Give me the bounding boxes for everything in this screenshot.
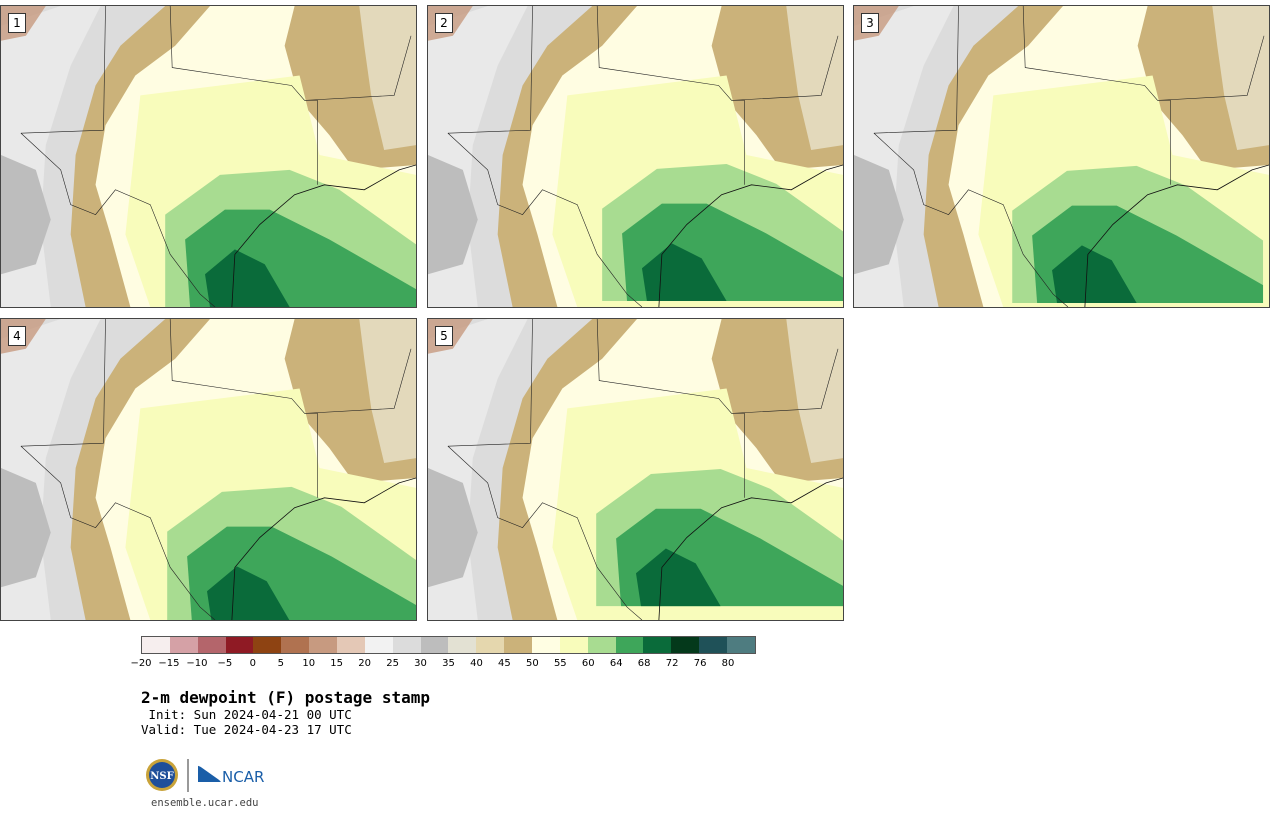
colorbar-tick-label: 5 (277, 658, 284, 669)
colorbar-tick-label: 80 (721, 658, 735, 669)
svg-text:NCAR: NCAR (222, 768, 264, 786)
panel-number: 5 (435, 326, 453, 346)
stamp-panel-1: 1 (0, 5, 417, 308)
colorbar-tick-label: −10 (186, 658, 208, 669)
colorbar-swatch (197, 637, 226, 653)
stamp-panel-3: 3 (853, 5, 1270, 308)
colorbar-swatch (169, 637, 198, 653)
nsf-logo: NSF (146, 759, 178, 791)
colorbar-swatch (671, 637, 700, 653)
colorbar-swatch (225, 637, 254, 653)
map-title: 2-m dewpoint (F) postage stamp (141, 688, 430, 707)
dewpoint-map (1, 6, 416, 307)
colorbar-swatch (476, 637, 505, 653)
colorbar-tick-label: 20 (358, 658, 371, 669)
colorbar-swatch (253, 637, 282, 653)
colorbar-swatch (532, 637, 560, 653)
colorbar-swatch (448, 637, 477, 653)
colorbar-swatch (364, 637, 393, 653)
colorbar-swatch (727, 637, 755, 653)
colorbar-tick-label: 40 (470, 658, 483, 669)
colorbar-swatch (643, 637, 672, 653)
colorbar-tick-label: 60 (581, 658, 595, 669)
stamp-panel-2: 2 (427, 5, 844, 308)
colorbar-tick-label: 64 (609, 658, 623, 669)
panel-number: 4 (8, 326, 26, 346)
colorbar-ticks: −20 −15 −10 −5 0 5 10 15 20 25 30 35 40 45 50 55 60 64 68 7… (130, 656, 756, 672)
svg-text:NSF: NSF (150, 771, 173, 782)
colorbar-tick-label: 0 (249, 658, 256, 669)
panel-number: 1 (8, 13, 26, 33)
stamp-panel-4: 4 (0, 318, 417, 621)
colorbar-tick-label: 45 (498, 658, 511, 669)
panel-number: 2 (435, 13, 453, 33)
colorbar-tick-label: 35 (442, 658, 455, 669)
colorbar-swatch (420, 637, 449, 653)
colorbar-swatch (392, 637, 421, 653)
logos: NSF NCAR (146, 759, 264, 792)
colorbar-swatch (699, 637, 728, 653)
colorbar (141, 636, 756, 654)
colorbar-swatch (615, 637, 644, 653)
colorbar-tick-label: −20 (130, 658, 152, 669)
dewpoint-map (854, 6, 1269, 307)
colorbar-tick-label: 55 (553, 658, 567, 669)
valid-time: Valid: Tue 2024-04-23 17 UTC (141, 722, 352, 737)
colorbar-tick-label: 25 (386, 658, 399, 669)
ncar-logo: NCAR (197, 764, 264, 786)
colorbar-tick-label: 15 (330, 658, 344, 669)
colorbar-tick-label: −5 (217, 658, 233, 669)
colorbar-swatch (504, 637, 533, 653)
colorbar-swatch (142, 637, 170, 653)
colorbar-swatch (559, 637, 588, 653)
colorbar-tick-label: −15 (158, 658, 180, 669)
dewpoint-map (428, 6, 843, 307)
colorbar-tick-label: 30 (414, 658, 427, 669)
colorbar-swatch (587, 637, 616, 653)
stamp-panel-5: 5 (427, 318, 844, 621)
dewpoint-map (1, 319, 416, 620)
colorbar-tick-label: 76 (693, 658, 707, 669)
colorbar-swatch (309, 637, 338, 653)
site-url: ensemble.ucar.edu (151, 797, 259, 809)
colorbar-swatch (281, 637, 310, 653)
colorbar-tick-label: 68 (637, 658, 651, 669)
colorbar-swatch (337, 637, 365, 653)
colorbar-tick-label: 10 (302, 658, 316, 669)
init-time: Init: Sun 2024-04-21 00 UTC (141, 707, 352, 722)
panel-number: 3 (861, 13, 879, 33)
colorbar-tick-label: 72 (665, 658, 679, 669)
dewpoint-map (428, 319, 843, 620)
colorbar-tick-label: 50 (525, 658, 539, 669)
